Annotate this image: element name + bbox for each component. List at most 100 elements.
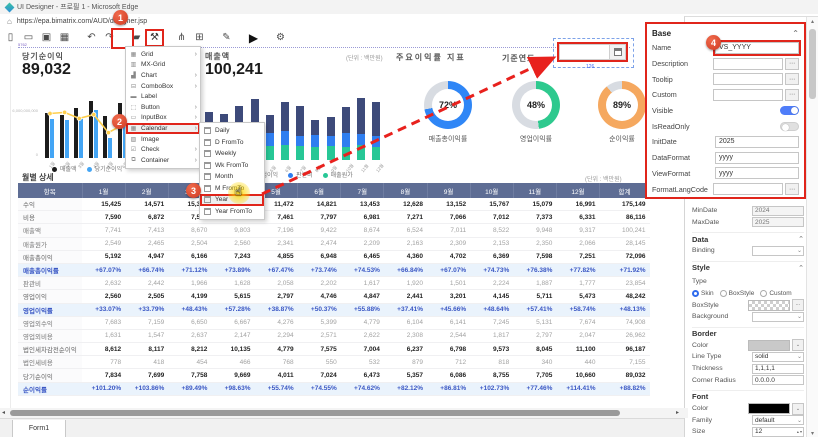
visible-toggle[interactable] bbox=[780, 106, 799, 116]
radio-icon[interactable] bbox=[719, 289, 727, 297]
donut-영업이익률: 48% bbox=[512, 81, 560, 129]
stack-segment-영업이익 bbox=[326, 116, 335, 137]
hscroll-thumb[interactable] bbox=[10, 410, 620, 416]
submenu-item-year-fromto[interactable]: Year FromTo bbox=[200, 206, 264, 218]
color-swatch[interactable] bbox=[748, 339, 790, 351]
name-input[interactable]: VS_YYYY bbox=[713, 39, 801, 56]
stepper-arrows-icon[interactable]: ▴ ▾ bbox=[796, 429, 802, 435]
save-icon[interactable]: ▣ bbox=[41, 32, 52, 43]
cell-value: +98.63% bbox=[211, 382, 255, 396]
isreadonly-toggle[interactable] bbox=[780, 121, 799, 131]
ellipsis-button[interactable]: ⋯ bbox=[792, 299, 804, 312]
cell-value: 6,166 bbox=[168, 250, 212, 264]
section-header-border[interactable]: Border bbox=[692, 326, 804, 340]
menu-item-image[interactable]: ▨ Image bbox=[126, 134, 200, 145]
edit-script-icon[interactable]: ✎ bbox=[222, 32, 231, 43]
viewformat-input[interactable]: yyyy bbox=[715, 167, 799, 180]
value-input[interactable]: 1,1,1,1 bbox=[752, 363, 804, 374]
design-canvas[interactable]: 5762 당기순이익 89,032 6,000,000,000 0 1월 2월 3 월… bbox=[0, 38, 684, 408]
menu-item-inputbox[interactable]: ▭ InputBox › bbox=[126, 113, 200, 124]
initdate-input[interactable]: 2025 bbox=[715, 135, 799, 148]
ui-tools-icon[interactable]: ⚒ bbox=[145, 28, 164, 47]
run-preview-icon[interactable]: ▶ bbox=[248, 30, 259, 45]
url-text[interactable]: https://epa.bimatrix.com/AUD/designer.js… bbox=[16, 18, 148, 25]
property-label: FormatLangCode bbox=[652, 184, 708, 194]
hierarchy-icon[interactable]: ⋔ bbox=[177, 32, 186, 43]
custom-input[interactable] bbox=[713, 88, 783, 101]
calendar-picker-button[interactable] bbox=[609, 44, 626, 60]
color-swatch[interactable] bbox=[748, 403, 790, 415]
radio-option-custom[interactable]: Custom bbox=[760, 289, 792, 297]
bar-group bbox=[88, 101, 98, 158]
settings-gear-icon[interactable]: ⚙ bbox=[276, 32, 285, 43]
ellipsis-button[interactable]: ⋯ bbox=[785, 88, 799, 101]
canvas-horizontal-scrollbar[interactable]: ◂ ▸ bbox=[0, 408, 688, 418]
undo-icon[interactable]: ↶ bbox=[87, 32, 96, 43]
ellipsis-button[interactable]: ⋯ bbox=[785, 57, 799, 70]
property-row-custom: Custom ⋯ bbox=[652, 87, 799, 103]
cell-value: 175,149 bbox=[599, 198, 650, 212]
section-header-data[interactable]: Data ⌃ bbox=[692, 232, 804, 245]
description-input[interactable] bbox=[713, 57, 783, 70]
menu-item-label[interactable]: ▬ Label bbox=[126, 91, 200, 102]
scroll-right-arrow-icon[interactable]: ▸ bbox=[676, 410, 680, 416]
radio-icon[interactable] bbox=[692, 289, 699, 297]
dropdown-select[interactable]: ⌄ bbox=[752, 311, 804, 322]
menu-item-chart[interactable]: ▟ Chart › bbox=[126, 70, 200, 81]
value-input[interactable]: 2025 bbox=[752, 217, 804, 228]
panel-scroll-thumb[interactable] bbox=[809, 29, 816, 99]
ellipsis-button[interactable]: ⋯ bbox=[785, 183, 799, 196]
submenu-item-daily[interactable]: Daily bbox=[200, 125, 264, 137]
boxstyle-pattern-swatch[interactable] bbox=[748, 299, 790, 311]
size-stepper[interactable]: 12 ▴ ▾ bbox=[752, 426, 804, 437]
tooltip-input[interactable] bbox=[713, 73, 783, 86]
property-row-line-type: Line Type solid ⌄ bbox=[692, 351, 804, 363]
open-folder-icon[interactable]: ▭ bbox=[23, 32, 34, 43]
panel-vertical-scrollbar[interactable]: ▴ ▾ bbox=[806, 17, 818, 437]
value-input[interactable]: 0.0.0.0 bbox=[752, 375, 804, 386]
section-header-font[interactable]: Font bbox=[692, 389, 804, 403]
dropdown-select[interactable]: solid ⌄ bbox=[752, 351, 804, 362]
dropdown-arrow-icon[interactable]: ⌄ bbox=[792, 339, 804, 352]
radio-option-boxstyle[interactable]: BoxStyle bbox=[719, 289, 754, 297]
scroll-down-arrow-icon[interactable]: ▾ bbox=[810, 431, 814, 437]
submenu-item-weekly[interactable]: Weekly bbox=[200, 148, 264, 160]
dataformat-input[interactable]: yyyy bbox=[715, 151, 799, 164]
value-input[interactable]: 2024 bbox=[752, 205, 804, 216]
new-file-icon[interactable]: ▯ bbox=[7, 32, 14, 43]
ellipsis-button[interactable]: ⋯ bbox=[785, 73, 799, 86]
component-palette-icon[interactable]: ▰ bbox=[132, 32, 141, 43]
collapse-chevron-icon[interactable]: ⌃ bbox=[798, 236, 804, 244]
cell-value: 7,598 bbox=[513, 250, 557, 264]
radio-option-skin[interactable]: Skin bbox=[692, 289, 714, 297]
year-calendar-input[interactable] bbox=[559, 44, 609, 60]
dropdown-arrow-icon[interactable]: ⌄ bbox=[792, 402, 804, 415]
collapse-chevron-icon[interactable]: ⌃ bbox=[792, 28, 799, 38]
save-all-icon[interactable]: ▦ bbox=[59, 32, 70, 43]
redo-icon[interactable]: ↷ bbox=[105, 32, 114, 43]
submenu-item-wk-fromto[interactable]: Wk FromTo bbox=[200, 160, 264, 172]
menu-item-button[interactable]: ⬚ Button › bbox=[126, 102, 200, 113]
menu-item-check[interactable]: ☑ Check › bbox=[126, 144, 200, 155]
radio-icon[interactable] bbox=[760, 289, 768, 297]
collapse-chevron-icon[interactable]: ⌃ bbox=[798, 264, 804, 272]
dropdown-select[interactable]: ⌄ bbox=[752, 245, 804, 256]
menu-item-container[interactable]: ⧉ Container › bbox=[126, 155, 200, 166]
submenu-item-d-fromto[interactable]: D FromTo bbox=[200, 137, 264, 149]
scroll-left-arrow-icon[interactable]: ◂ bbox=[2, 410, 6, 416]
scroll-up-arrow-icon[interactable]: ▴ bbox=[810, 19, 814, 25]
dropdown-select[interactable]: default ⌄ bbox=[752, 415, 804, 426]
cell-value: 2,505 bbox=[125, 289, 169, 304]
dataset-panel-icon[interactable]: ⊞ bbox=[195, 32, 204, 43]
menu-item-mx-grid[interactable]: ▥ MX-Grid bbox=[126, 60, 200, 71]
submenu-item-month[interactable]: Month bbox=[200, 171, 264, 183]
section-header-style[interactable]: Style ⌃ bbox=[692, 260, 804, 274]
menu-item-combobox[interactable]: ⊟ ComboBox › bbox=[126, 81, 200, 92]
tab-form1[interactable]: Form1 bbox=[12, 420, 66, 437]
menu-item-calendar[interactable]: ▦ Calendar › bbox=[126, 123, 200, 134]
cell-value: 6,667 bbox=[211, 316, 255, 330]
formatlangcode-input[interactable] bbox=[713, 183, 783, 196]
section-title: Font bbox=[692, 392, 709, 402]
cell-value: 1,887 bbox=[513, 276, 557, 291]
menu-item-grid[interactable]: ▦ Grid › bbox=[126, 49, 200, 60]
